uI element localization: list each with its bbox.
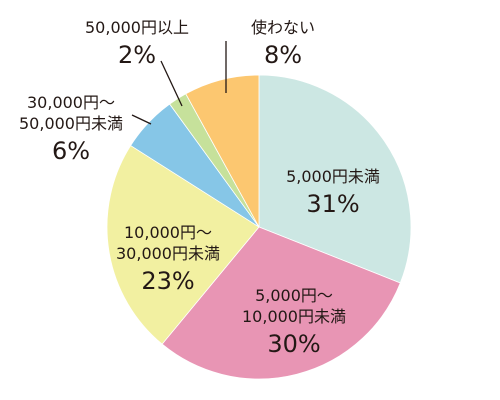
leader-lines (131, 41, 227, 125)
pie-slice-6 (185, 74, 260, 228)
slice-label-3-line-2: 30,000円未満 (116, 244, 220, 263)
slice-label-3-line-1: 10,000円～ (124, 223, 212, 242)
slice-value-4: 6% (52, 137, 90, 165)
slice-label-5-line-1: 50,000円以上 (85, 18, 189, 37)
slice-labels: 5,000円未満 31% 5,000円～ 10,000円未満 30% 10,000円～ 30… (19, 18, 380, 358)
slice-value-5: 2% (118, 41, 156, 69)
slice-label-1-line-1: 5,000円未満 (286, 167, 380, 186)
pie-slices (106, 74, 412, 380)
slice-value-3: 23% (141, 267, 194, 295)
slice-label-2-line-2: 10,000円未満 (242, 307, 346, 326)
slice-value-2: 30% (267, 330, 320, 358)
slice-value-6: 8% (264, 41, 302, 69)
slice-label-2-line-1: 5,000円～ (255, 286, 333, 305)
pie-slice-1 (258, 74, 412, 284)
pie-slice-3 (106, 144, 260, 345)
slice-label-6-line-1: 使わない (251, 18, 315, 37)
slice-value-1: 31% (306, 190, 359, 218)
pie-slice-2 (161, 226, 401, 380)
slice-label-4-line-1: 30,000円～ (27, 93, 115, 112)
leader-line-4 (131, 114, 152, 125)
slice-label-4-line-2: 50,000円未満 (19, 114, 123, 133)
leader-line-5 (160, 60, 183, 107)
